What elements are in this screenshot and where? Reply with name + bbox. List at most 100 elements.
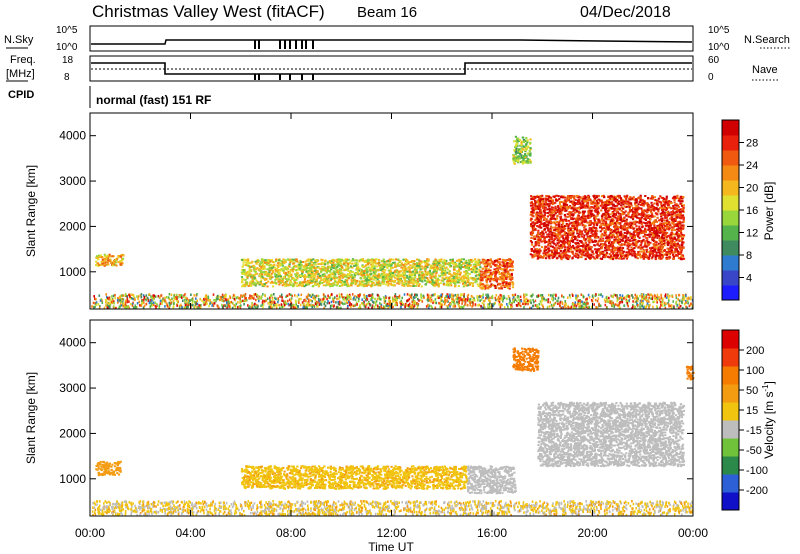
data-cell xyxy=(111,264,114,267)
data-cell xyxy=(300,270,303,273)
data-cell xyxy=(469,276,472,279)
data-cell xyxy=(327,280,330,283)
data-cell xyxy=(599,257,602,260)
data-cell xyxy=(543,254,546,257)
data-cell xyxy=(283,261,286,264)
data-cell xyxy=(465,261,468,264)
data-cell xyxy=(323,269,326,272)
data-cell xyxy=(270,269,273,272)
data-cell xyxy=(248,270,251,273)
data-cell xyxy=(368,267,372,270)
data-cell xyxy=(461,266,464,268)
data-cell xyxy=(600,235,603,238)
data-cell xyxy=(321,275,325,278)
data-cell xyxy=(498,283,501,286)
data-cell xyxy=(405,280,408,283)
data-cell xyxy=(320,270,323,273)
data-cell xyxy=(655,220,658,223)
data-cell xyxy=(389,272,393,275)
data-cell xyxy=(677,257,681,259)
data-cell xyxy=(663,225,666,227)
data-cell xyxy=(385,275,388,278)
data-cell xyxy=(383,275,386,278)
data-cell xyxy=(503,261,506,264)
data-cell xyxy=(460,260,463,263)
data-cell xyxy=(539,200,542,203)
data-cell xyxy=(660,223,663,226)
data-cell xyxy=(376,278,379,281)
data-cell xyxy=(433,263,436,266)
data-cell xyxy=(405,276,409,279)
data-cell xyxy=(655,208,658,211)
data-cell xyxy=(589,206,592,209)
data-cell xyxy=(679,202,682,205)
data-cell xyxy=(582,210,585,213)
data-cell xyxy=(575,220,578,223)
nsky-top-tick: 10^5 xyxy=(56,25,78,36)
data-cell xyxy=(620,230,623,233)
data-cell xyxy=(266,268,269,271)
data-cell xyxy=(558,255,561,258)
data-cell xyxy=(487,259,490,261)
data-cell xyxy=(435,283,438,286)
data-cell xyxy=(377,283,380,286)
data-cell xyxy=(681,233,684,236)
data-cell xyxy=(426,272,429,275)
data-cell xyxy=(373,265,376,268)
data-cell xyxy=(399,264,402,267)
data-cell xyxy=(491,284,494,287)
data-cell xyxy=(378,280,381,283)
data-cell xyxy=(340,284,344,287)
data-cell xyxy=(117,256,120,259)
data-cell xyxy=(337,281,340,283)
data-cell xyxy=(539,237,542,239)
data-cell xyxy=(489,269,492,272)
data-cell xyxy=(273,266,277,269)
data-cell xyxy=(484,270,487,273)
data-cell xyxy=(599,238,602,241)
data-cell xyxy=(503,269,506,272)
data-cell xyxy=(303,285,306,288)
data-cell xyxy=(373,278,376,281)
data-cell xyxy=(390,263,394,266)
data-cell xyxy=(330,266,333,269)
data-cell xyxy=(387,274,390,277)
nsky-strip: N.Sky 10^5 10^0 N.Search 10^5 10^0 xyxy=(4,25,790,53)
data-cell xyxy=(326,267,329,270)
data-cell xyxy=(312,258,315,261)
data-cell xyxy=(477,285,480,288)
data-cell xyxy=(582,195,585,198)
data-cell xyxy=(507,273,510,275)
data-cell xyxy=(476,270,479,273)
data-cell xyxy=(419,268,422,271)
data-cell xyxy=(104,255,107,258)
data-cell xyxy=(452,268,456,271)
data-cell xyxy=(387,264,390,267)
data-cell xyxy=(600,258,604,260)
data-cell xyxy=(598,198,601,201)
data-cell xyxy=(309,274,312,277)
data-cell xyxy=(403,279,406,281)
data-cell xyxy=(241,265,244,268)
data-cell xyxy=(242,261,245,264)
data-cell xyxy=(314,261,317,264)
data-cell xyxy=(660,204,663,207)
data-cell xyxy=(554,252,557,255)
data-cell xyxy=(673,199,676,201)
data-cell xyxy=(371,284,374,287)
data-cell xyxy=(340,264,343,267)
data-cell xyxy=(392,283,395,286)
data-cell xyxy=(534,201,537,204)
data-cell xyxy=(403,273,406,276)
data-cell xyxy=(382,263,385,265)
data-cell xyxy=(501,282,504,284)
data-cell xyxy=(371,276,374,279)
data-cell xyxy=(241,273,244,275)
data-cell xyxy=(405,259,409,262)
data-cell xyxy=(597,195,600,198)
data-cell xyxy=(414,281,417,284)
data-cell xyxy=(324,267,327,270)
data-cell xyxy=(288,263,291,266)
data-cell xyxy=(394,263,397,266)
data-cell xyxy=(543,222,546,225)
